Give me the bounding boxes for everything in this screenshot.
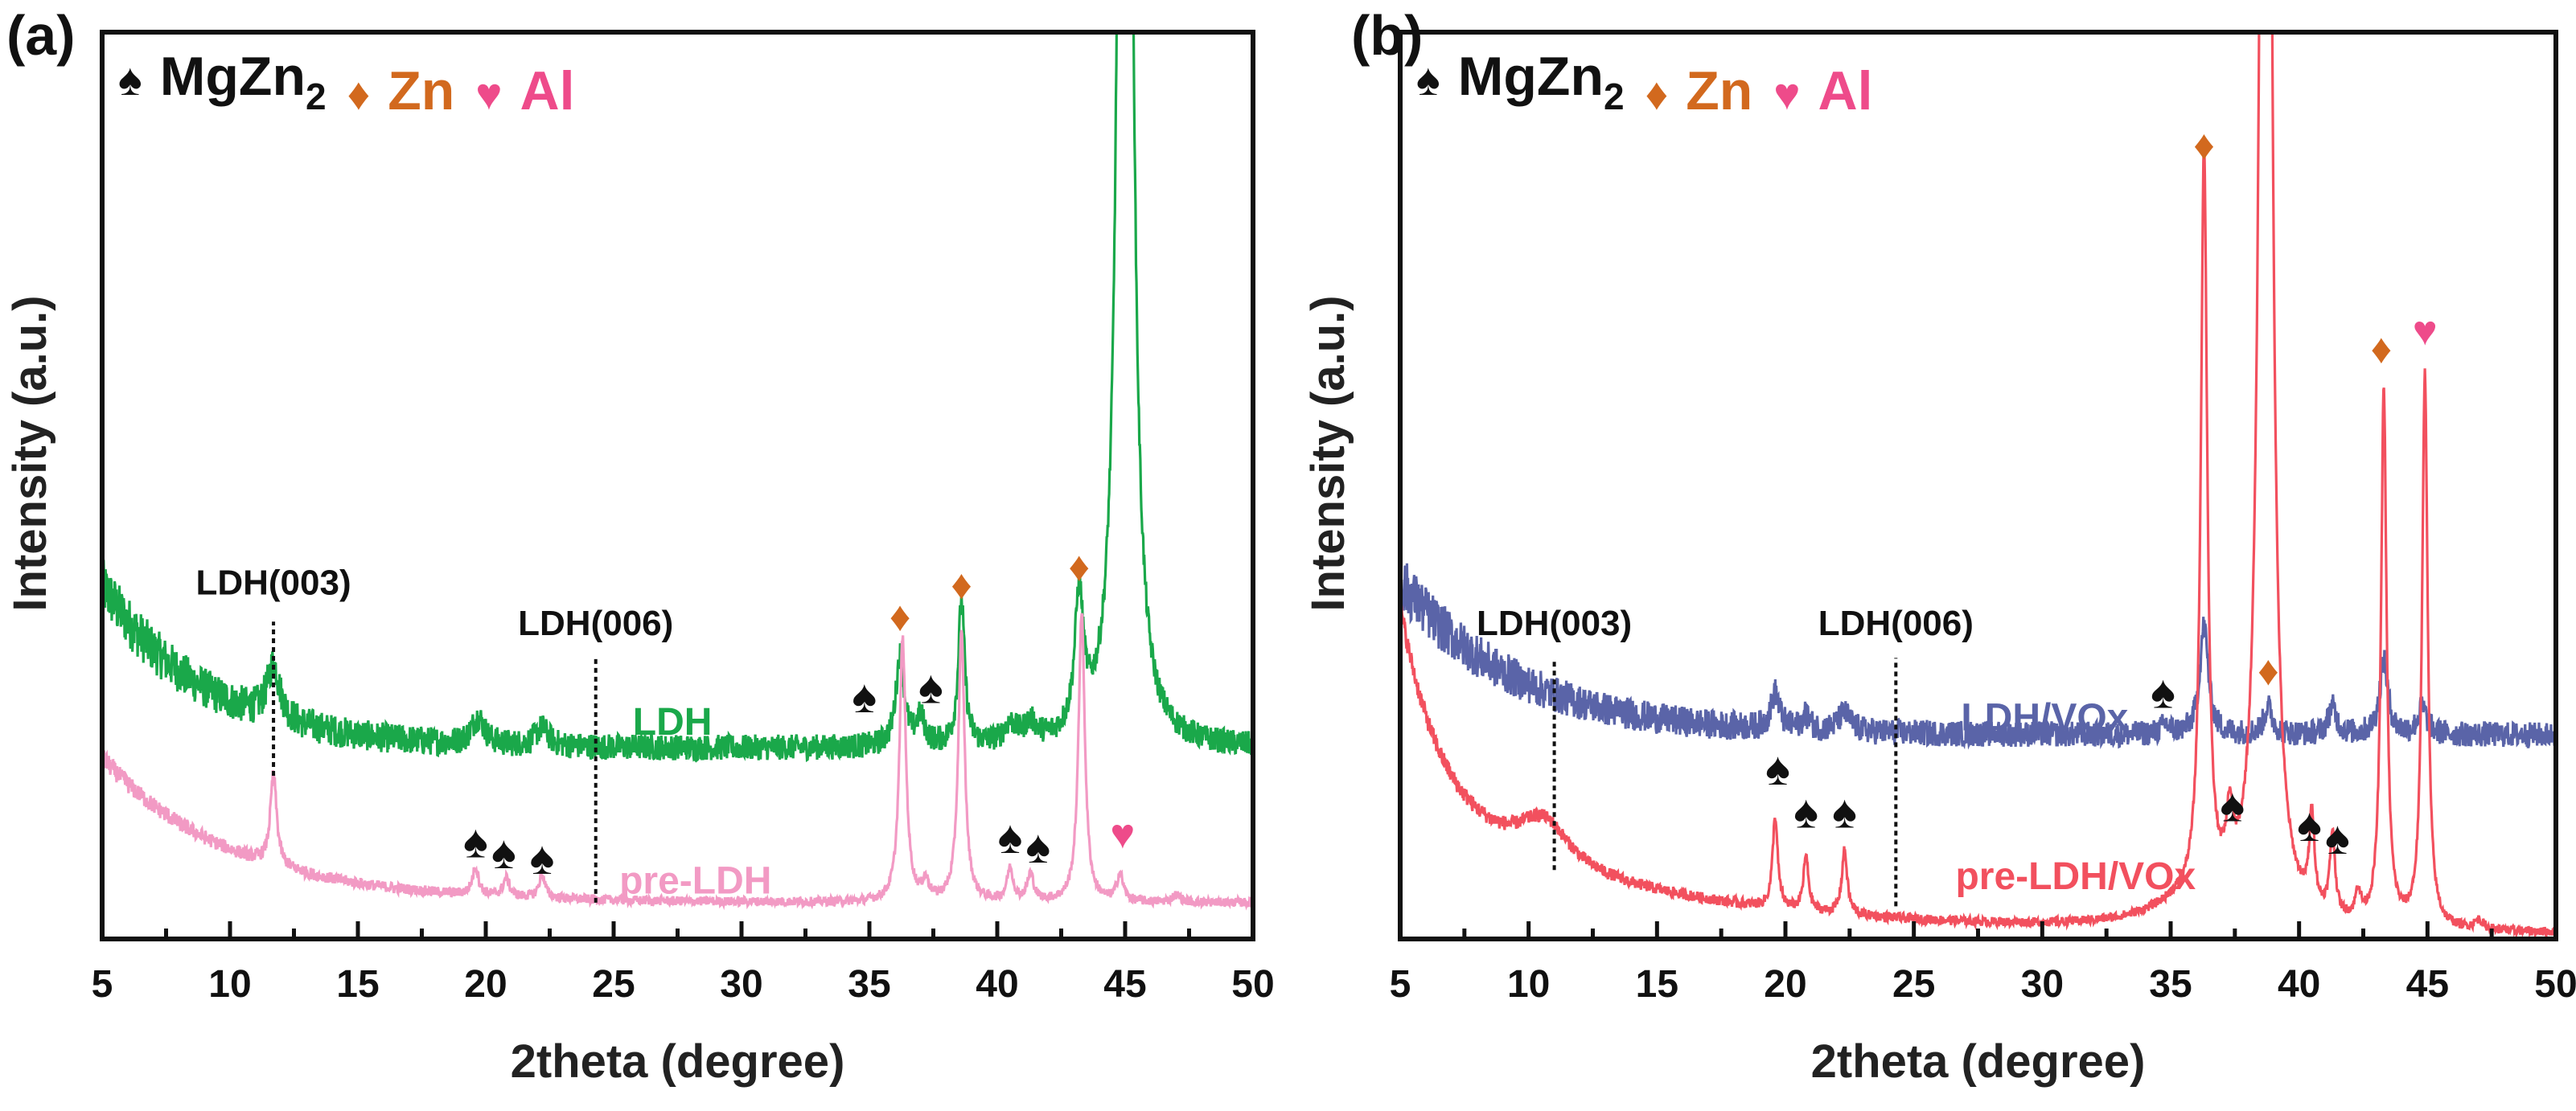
spade-marker-icon: ♠ bbox=[1832, 785, 1857, 838]
x-tick-label: 15 bbox=[336, 963, 379, 1006]
series-label: LDH/VOx bbox=[1961, 697, 2128, 740]
spade-marker-icon: ♠ bbox=[852, 670, 877, 723]
x-tick-label: 30 bbox=[720, 963, 762, 1006]
x-tick-label: 25 bbox=[1892, 963, 1935, 1006]
diamond-marker-icon: ♦ bbox=[2258, 648, 2279, 695]
x-tick-label: 45 bbox=[1103, 963, 1146, 1006]
legend-entry: MgZn bbox=[1458, 46, 1604, 107]
diamond-marker-icon: ♦ bbox=[951, 562, 972, 609]
legend-symbol-icon: ♦ bbox=[347, 68, 371, 119]
legend-entry: Al bbox=[520, 60, 575, 121]
series-label: pre-LDH/VOx bbox=[1955, 855, 2196, 898]
spade-marker-icon: ♠ bbox=[2220, 779, 2245, 831]
annotation-label: LDH(006) bbox=[1818, 604, 1974, 643]
x-tick-label: 15 bbox=[1636, 963, 1678, 1006]
annotation-label: LDH(006) bbox=[518, 604, 673, 643]
heart-marker-icon: ♥ bbox=[2413, 308, 2438, 355]
spade-marker-icon: ♠ bbox=[2325, 812, 2350, 864]
panel-label: (b) bbox=[1351, 4, 1423, 67]
x-tick-label: 45 bbox=[2406, 963, 2449, 1006]
spade-marker-icon: ♠ bbox=[1793, 785, 1818, 838]
diamond-marker-icon: ♦ bbox=[1068, 543, 1090, 590]
x-axis-label: 2theta (degree) bbox=[511, 1035, 845, 1088]
legend-entry: MgZn bbox=[160, 46, 306, 107]
series-label: pre-LDH bbox=[619, 860, 771, 903]
spade-marker-icon: ♠ bbox=[491, 826, 516, 879]
legend-symbol-icon: ♥ bbox=[1773, 68, 1800, 119]
annotation-label: LDH(003) bbox=[195, 563, 351, 602]
legend-subscript: 2 bbox=[306, 76, 327, 117]
legend-symbol-icon: ♥ bbox=[475, 68, 502, 119]
x-tick-label: 20 bbox=[1764, 963, 1806, 1006]
x-tick-label: 30 bbox=[2021, 963, 2064, 1006]
legend-entry: Zn bbox=[388, 60, 454, 121]
x-tick-label: 40 bbox=[2278, 963, 2320, 1006]
spade-marker-icon: ♠ bbox=[530, 832, 555, 884]
legend-entry: Al bbox=[1818, 60, 1873, 121]
x-tick-label: 50 bbox=[1231, 963, 1274, 1006]
series-line-ldh bbox=[102, 32, 1253, 763]
series-label: LDH bbox=[633, 701, 713, 744]
x-tick-label: 50 bbox=[2534, 963, 2576, 1006]
series-line-pre-ldh bbox=[102, 613, 1253, 911]
diamond-marker-icon: ♦ bbox=[2371, 326, 2393, 373]
spade-marker-icon: ♠ bbox=[2297, 799, 2322, 851]
x-tick-label: 5 bbox=[92, 963, 113, 1006]
legend: ♠ MgZn2 ♦ Zn ♥ Al bbox=[1416, 46, 1873, 121]
diamond-marker-icon: ♦ bbox=[2193, 122, 2215, 169]
heart-marker-icon: ♥ bbox=[1110, 811, 1135, 858]
spade-marker-icon: ♠ bbox=[1025, 821, 1050, 873]
x-tick-label: 10 bbox=[1507, 963, 1550, 1006]
legend-entry: Zn bbox=[1686, 60, 1752, 121]
spade-marker-icon: ♠ bbox=[918, 662, 943, 714]
panel-label: (a) bbox=[6, 4, 76, 67]
legend-symbol-icon: ♠ bbox=[118, 54, 142, 105]
x-tick-label: 5 bbox=[1390, 963, 1411, 1006]
legend-symbol-icon: ♦ bbox=[1645, 68, 1669, 119]
x-tick-label: 10 bbox=[208, 963, 251, 1006]
spade-marker-icon: ♠ bbox=[463, 815, 488, 867]
legend: ♠ MgZn2 ♦ Zn ♥ Al bbox=[118, 46, 575, 121]
x-tick-label: 35 bbox=[2149, 963, 2192, 1006]
series-line-ldh-vox bbox=[1400, 563, 2556, 750]
annotation-label: LDH(003) bbox=[1477, 604, 1632, 643]
y-axis-label: Intensity (a.u.) bbox=[1302, 295, 1354, 611]
x-axis-label: 2theta (degree) bbox=[1811, 1035, 2146, 1088]
x-tick-label: 40 bbox=[976, 963, 1018, 1006]
series-line-pre-ldh-vox bbox=[1400, 32, 2556, 939]
diamond-marker-icon: ♦ bbox=[889, 593, 911, 640]
x-tick-label: 35 bbox=[848, 963, 890, 1006]
x-tick-label: 25 bbox=[592, 963, 635, 1006]
legend-subscript: 2 bbox=[1604, 76, 1625, 117]
legend-symbol-icon: ♠ bbox=[1416, 54, 1440, 105]
y-axis-label: Intensity (a.u.) bbox=[4, 295, 56, 611]
spade-marker-icon: ♠ bbox=[2151, 666, 2175, 718]
x-tick-label: 20 bbox=[464, 963, 507, 1006]
spade-marker-icon: ♠ bbox=[1765, 743, 1790, 795]
spade-marker-icon: ♠ bbox=[997, 811, 1022, 863]
